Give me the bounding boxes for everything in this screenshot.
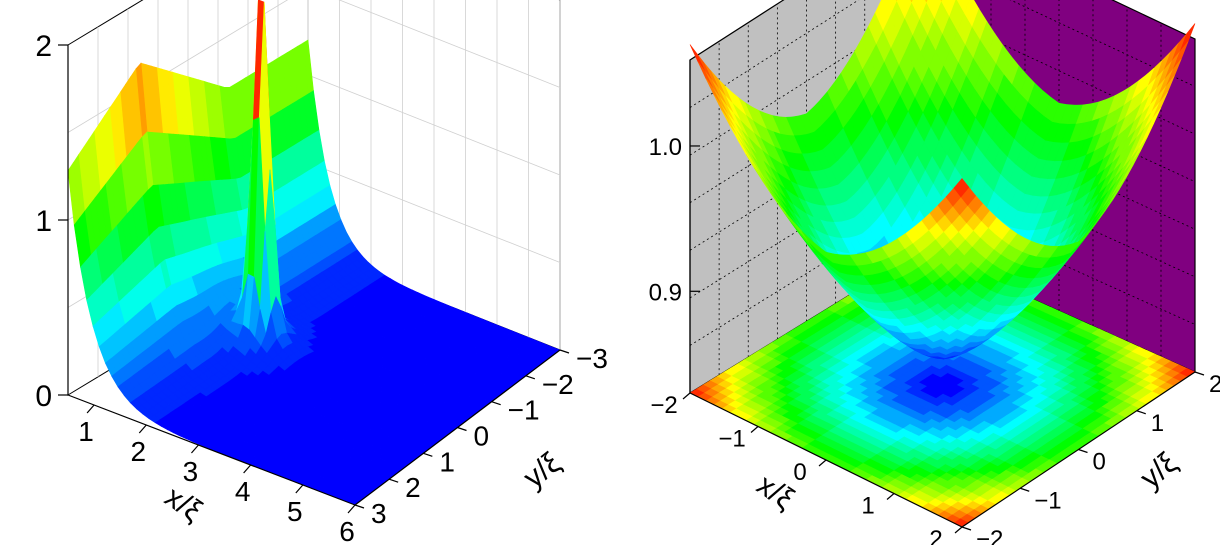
y-tick — [961, 526, 972, 531]
gridline — [67, 0, 289, 133]
z-tick-label: 0 — [35, 380, 52, 413]
y-tick-label: 0 — [474, 421, 490, 452]
y-tick — [491, 401, 501, 406]
axes — [58, 44, 570, 514]
z-tick-label: 2 — [35, 30, 52, 63]
z-tick-label: 0.9 — [649, 279, 682, 306]
x-tick — [954, 526, 963, 534]
x-tick-label: 0 — [793, 459, 806, 486]
gridlines — [689, 0, 1196, 376]
y-axis-label: y/ξ — [1134, 446, 1183, 495]
x-tick-label: 1 — [861, 493, 874, 520]
y-tick-label: −2 — [976, 526, 1003, 545]
gridline — [689, 152, 924, 299]
y-tick-label: 0 — [1093, 449, 1106, 476]
x-tick-label: 1 — [78, 416, 94, 447]
surface-cell — [909, 0, 914, 5]
y-tick-label: −1 — [1034, 487, 1061, 514]
y-tick — [388, 478, 399, 483]
y-tick — [1194, 371, 1205, 376]
axes — [682, 60, 1205, 534]
z-tick-label: 1.0 — [649, 134, 682, 161]
x-tick — [138, 424, 147, 434]
y-tick — [1078, 448, 1088, 454]
y-tick — [457, 426, 467, 432]
x-tick-label: 2 — [929, 526, 942, 545]
x-tick — [191, 444, 199, 454]
gridline — [689, 0, 860, 108]
x-tick-label: 4 — [235, 476, 251, 507]
y-tick — [1136, 410, 1146, 415]
x-tick — [295, 484, 304, 494]
surface-cell — [953, 178, 970, 198]
x-tick — [682, 392, 691, 400]
y-tick-label: −1 — [508, 395, 540, 426]
gridline — [307, 162, 561, 263]
y-axis-label: y/ξ — [518, 446, 567, 495]
x-tick — [818, 459, 827, 467]
x-tick-label: 5 — [287, 496, 303, 527]
gridline — [689, 55, 924, 204]
gridline — [1009, 0, 1196, 87]
x-axis-label: x/ξ — [159, 480, 208, 528]
y-tick-label: 2 — [1209, 371, 1220, 398]
x-tick — [347, 504, 356, 514]
gridline — [689, 201, 924, 346]
x-tick-label: −2 — [650, 392, 677, 419]
x-tick-label: 3 — [183, 456, 199, 487]
gridline — [689, 104, 924, 251]
y-tick — [1020, 487, 1030, 492]
x-tick — [243, 464, 252, 474]
x-tick — [86, 404, 95, 414]
z-tick-label: 1 — [35, 205, 52, 238]
y-tick-label: −3 — [576, 343, 608, 374]
y-tick — [423, 452, 433, 457]
y-tick — [354, 504, 365, 509]
surface — [67, 0, 561, 506]
floor-contour — [689, 249, 1196, 528]
surface — [689, 0, 1196, 360]
y-tick-label: 2 — [405, 472, 421, 503]
y-tick-label: 1 — [439, 446, 455, 477]
y-tick — [525, 375, 536, 380]
y-tick-label: 1 — [1151, 410, 1164, 437]
gridline — [307, 74, 561, 176]
x-tick-label: 2 — [130, 436, 146, 467]
x-tick — [750, 426, 759, 433]
gridline — [689, 7, 924, 156]
x-axis — [67, 394, 356, 506]
surface-cell — [924, 0, 929, 5]
x-tick-label: 6 — [339, 516, 355, 545]
y-tick — [559, 349, 570, 354]
x-tick-label: −1 — [718, 426, 745, 453]
y-tick-label: 3 — [371, 498, 387, 529]
y-tick-label: −2 — [542, 369, 574, 400]
gridline — [338, 0, 561, 88]
x-tick — [886, 493, 895, 500]
